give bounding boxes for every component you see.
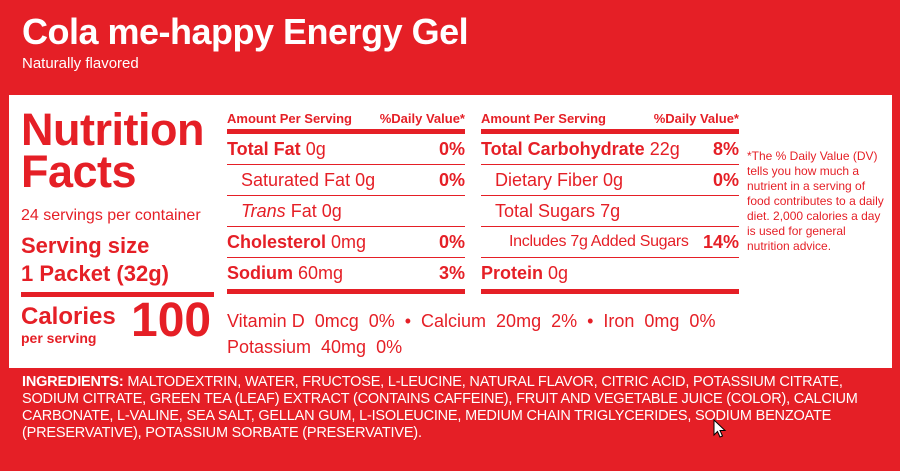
serving-size-label: Serving size	[21, 233, 150, 258]
table-row-protein: Protein 0g	[481, 258, 739, 289]
nutrient-dv: 0%	[712, 169, 739, 190]
nutrient-label-italic: Trans	[241, 200, 286, 221]
nutrient-label: Total Sugars	[495, 200, 596, 221]
nutrient-amount: 0mg	[331, 231, 367, 252]
serving-size-value: 1 Packet (32g)	[21, 261, 169, 286]
calories-divider	[21, 292, 214, 297]
vitamins-line-1: Vitamin D 0mcg 0% • Calcium 20mg 2% • Ir…	[227, 311, 716, 331]
table-header: Amount Per Serving %Daily Value*	[481, 107, 739, 129]
nutrient-amount: 22g	[649, 138, 680, 159]
nutrient-dv: 0%	[438, 169, 465, 190]
header-daily-value: %Daily Value*	[653, 110, 739, 126]
table-rule	[481, 129, 739, 134]
mouse-pointer-icon	[713, 419, 727, 438]
table-row-total-sugars: Total Sugars 7g	[481, 196, 739, 227]
nutrient-label: Total Carbohydrate	[481, 138, 645, 159]
nutrient-dv: 3%	[438, 263, 465, 283]
nutrient-label: Saturated Fat	[241, 169, 351, 190]
nutrient-amount: 60mg	[298, 263, 344, 283]
nutrient-dv: 8%	[712, 138, 739, 159]
nutrient-dv: 14%	[702, 231, 739, 252]
nutrient-amount: 0g	[321, 200, 342, 221]
table-row-dietary-fiber: Dietary Fiber 0g 0%	[481, 165, 739, 196]
ingredients-section: INGREDIENTS: MALTODEXTRIN, WATER, FRUCTO…	[22, 374, 882, 442]
nutrient-amount: 0g	[305, 138, 326, 159]
table-rule	[227, 289, 465, 294]
nutrient-table-left: Amount Per Serving %Daily Value* Total F…	[227, 107, 465, 294]
nutrient-amount: 7g	[600, 200, 621, 221]
nutrient-table-right: Amount Per Serving %Daily Value* Total C…	[481, 107, 739, 294]
ingredients-text: MALTODEXTRIN, WATER, FRUCTOSE, L-LEUCINE…	[22, 374, 858, 441]
vitamins-minerals: Vitamin D 0mcg 0% • Calcium 20mg 2% • Ir…	[227, 308, 747, 360]
nutrition-heading-line1: Nutrition	[21, 104, 204, 155]
nutrient-dv: 0%	[438, 231, 465, 252]
table-row-sodium: Sodium 60mg 3%	[227, 258, 465, 289]
nutrient-amount: 0g	[355, 169, 376, 190]
nutrition-heading-line2: Facts	[21, 146, 137, 197]
nutrition-facts-panel: Nutrition Facts 24 servings per containe…	[9, 95, 892, 368]
calories-value: 100	[131, 294, 212, 347]
header-amount: Amount Per Serving	[481, 110, 606, 126]
daily-value-footnote: *The % Daily Value (DV) tells you how mu…	[747, 149, 884, 253]
nutrient-label: Total Fat	[227, 138, 301, 159]
nutrient-dv: 0%	[438, 138, 465, 159]
table-row-total-carbohydrate: Total Carbohydrate 22g 8%	[481, 134, 739, 165]
vitamins-line-2: Potassium 40mg 0%	[227, 337, 403, 357]
nutrient-label: Dietary Fiber	[495, 169, 599, 190]
table-row-saturated-fat: Saturated Fat 0g 0%	[227, 165, 465, 196]
nutrient-amount: 0g	[548, 263, 569, 283]
calories-label: Calories	[21, 303, 116, 330]
header-amount: Amount Per Serving	[227, 110, 352, 126]
table-row-total-fat: Total Fat 0g 0%	[227, 134, 465, 165]
table-row-cholesterol: Cholesterol 0mg 0%	[227, 227, 465, 258]
nutrient-label: Protein	[481, 263, 544, 283]
serving-size: Serving size 1 Packet (32g)	[21, 232, 169, 288]
nutrient-label: Includes 7g Added Sugars	[509, 233, 689, 250]
product-header: Cola me-happy Energy Gel Naturally flavo…	[22, 10, 469, 74]
servings-per-container: 24 servings per container	[21, 207, 201, 224]
nutrition-facts-heading: Nutrition Facts	[21, 104, 204, 197]
product-subtitle: Naturally flavored	[22, 55, 139, 72]
calories-sub-label: per serving	[21, 330, 97, 346]
ingredients-label: INGREDIENTS:	[22, 374, 124, 390]
table-header: Amount Per Serving %Daily Value*	[227, 107, 465, 129]
nutrient-label: Cholesterol	[227, 231, 327, 252]
table-row-trans-fat: Trans Fat 0g	[227, 196, 465, 227]
table-rule	[481, 289, 739, 294]
nutrient-label: Fat	[290, 200, 317, 221]
nutrient-label: Sodium	[227, 263, 293, 283]
table-row-added-sugars: Includes 7g Added Sugars 14%	[481, 227, 739, 258]
table-rule	[227, 129, 465, 134]
nutrient-amount: 0g	[603, 169, 624, 190]
header-daily-value: %Daily Value*	[379, 110, 465, 126]
product-title: Cola me-happy Energy Gel	[22, 11, 469, 52]
